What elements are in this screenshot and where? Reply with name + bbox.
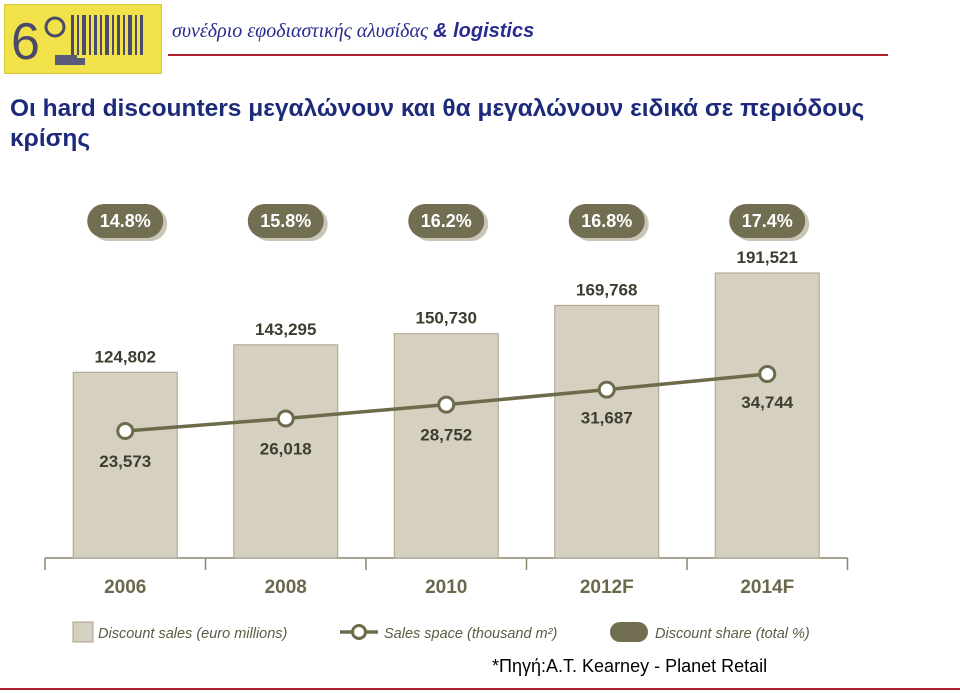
conference-title-text: συνέδριο εφοδιαστικής αλυσίδας — [172, 20, 429, 42]
space-value-label-2006: 23,573 — [99, 452, 151, 471]
space-value-label-2010: 28,752 — [420, 426, 472, 445]
space-point-2010 — [437, 395, 456, 414]
share-badge-2014F — [729, 204, 806, 238]
bar-value-label-2012F: 169,768 — [576, 280, 637, 299]
space-point-2008 — [276, 409, 295, 428]
space-value-label-2012F: 31,687 — [581, 409, 633, 428]
legend: Discount sales (euro millions) Sales spac… — [72, 621, 810, 643]
share-badge-label-2010: 16.2% — [421, 211, 472, 231]
page-title: Οι hard discounters μεγαλώνουν και θα με… — [10, 95, 865, 152]
share-badge-label-2012F: 16.8% — [581, 211, 632, 231]
space-value-label-2014F: 34,744 — [741, 393, 794, 412]
space-value-label-2008: 26,018 — [260, 440, 312, 459]
x-axis-ticks — [44, 558, 849, 570]
bar-value-label-2014F: 191,521 — [737, 248, 798, 267]
barcode-icon — [71, 15, 143, 55]
conference-title: συνέδριο εφοδιαστικής αλυσίδας & logisti… — [172, 20, 534, 43]
share-badge-label-2014F: 17.4% — [742, 211, 793, 231]
legend-label-space: Sales space (thousand m²) — [384, 626, 557, 642]
share-badge-label-2006: 14.8% — [100, 211, 151, 231]
bar-value-label-2008: 143,295 — [255, 320, 316, 339]
conference-logo: 6 — [4, 4, 162, 74]
share-badge-2008 — [247, 204, 324, 238]
bar-2012F — [554, 304, 660, 559]
space-point-2014F — [758, 365, 777, 383]
bar-value-labels: 124,802 143,295 150,730 169,768 191,521 — [95, 248, 798, 366]
header-divider — [168, 54, 888, 56]
sales-space-points — [116, 365, 777, 440]
x-tick-labels: 2006 2008 2010 2012F 2014F — [104, 577, 794, 598]
legend-point-swatch — [351, 624, 367, 640]
share-badges: 14.8% 15.8% 16.2% 16.8% 17.4% — [87, 204, 810, 241]
x-tick-label-2012F: 2012F — [580, 577, 634, 598]
sales-space-labels: 23,573 26,018 28,752 31,687 34,744 — [99, 393, 794, 471]
bar-value-label-2006: 124,802 — [95, 347, 156, 366]
space-point-2006 — [116, 422, 135, 440]
space-point-2012F — [597, 380, 616, 399]
logo-ring-icon — [44, 16, 66, 38]
share-badge-label-2008: 15.8% — [260, 211, 311, 231]
chart-svg: 124,802 143,295 150,730 169,768 191,521 23,5… — [38, 188, 914, 644]
truck-icon — [55, 55, 85, 65]
logo-digit: 6 — [11, 13, 40, 71]
bar-2008 — [233, 344, 339, 559]
share-badge-2012F — [568, 204, 645, 238]
x-tick-label-2006: 2006 — [104, 577, 146, 598]
share-badge-2006 — [87, 204, 164, 238]
bar-2006 — [72, 371, 178, 559]
legend-label-sales: Discount sales (euro millions) — [98, 626, 287, 642]
x-tick-label-2008: 2008 — [265, 577, 307, 598]
x-tick-label-2010: 2010 — [425, 577, 467, 598]
source-note: *Πηγή:A.T. Kearney - Planet Retail — [492, 656, 768, 676]
bar-2014F — [714, 272, 820, 559]
x-tick-label-2014F: 2014F — [740, 577, 794, 598]
legend-label-share: Discount share (total %) — [655, 626, 810, 642]
legend-bar-swatch — [72, 621, 94, 643]
footer-divider — [0, 688, 960, 690]
share-badge-2010 — [408, 204, 485, 238]
legend-badge-swatch — [610, 622, 648, 642]
bar-value-label-2010: 150,730 — [416, 309, 477, 328]
chart: 124,802 143,295 150,730 169,768 191,521 23,5… — [0, 180, 960, 650]
bar-2010 — [393, 333, 499, 559]
conference-title-suffix: & logistics — [433, 20, 535, 42]
bar-series — [72, 272, 820, 559]
logo-graphic: 6 — [11, 13, 143, 71]
